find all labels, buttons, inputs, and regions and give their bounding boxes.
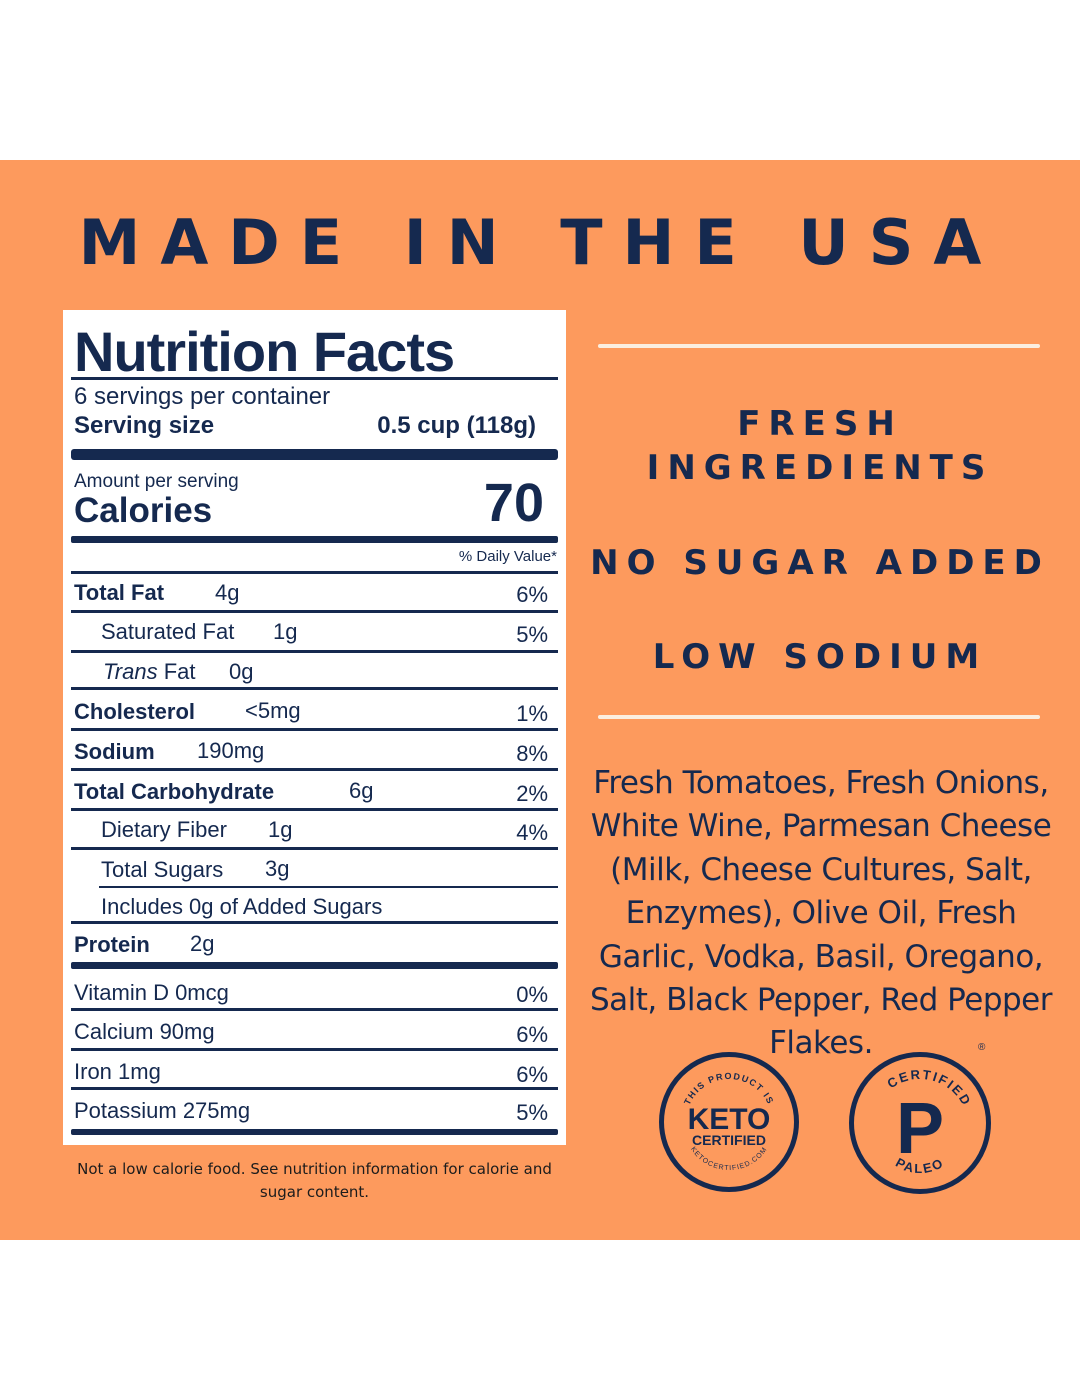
claim-low-sodium: LOW SODIUM bbox=[652, 637, 988, 677]
serving-size-value: 0.5 cup (118g) bbox=[377, 412, 536, 439]
nutrition-title: Nutrition Facts bbox=[74, 320, 455, 383]
row-name: Protein bbox=[74, 932, 150, 957]
row-amount: 1g bbox=[273, 619, 298, 644]
row-name: Total Carbohydrate bbox=[74, 779, 275, 804]
row-dv: 2% bbox=[516, 781, 548, 806]
row-name-rest: Fat bbox=[163, 659, 196, 684]
row-name: Sodium bbox=[74, 739, 155, 764]
medium-divider bbox=[71, 962, 558, 969]
bottom-divider bbox=[71, 1129, 558, 1135]
row-name: Vitamin D 0mcg bbox=[74, 980, 229, 1005]
row-name: Includes 0g of Added Sugars bbox=[101, 894, 383, 919]
row-dv: 1% bbox=[516, 701, 548, 726]
divider bbox=[71, 687, 558, 690]
footnote: Not a low calorie food. See nutrition in… bbox=[77, 1160, 552, 1201]
claim-fresh: FRESH bbox=[737, 404, 903, 444]
keto-bottom-text: KETOCERTIFIED.COM bbox=[689, 1146, 768, 1172]
paleo-letter: P bbox=[896, 1089, 944, 1169]
divider bbox=[71, 1048, 558, 1051]
claim-ingredients: INGREDIENTS bbox=[646, 448, 994, 488]
row-amount: 0g bbox=[229, 659, 254, 684]
divider bbox=[71, 921, 558, 924]
svg-text:PALEO: PALEO bbox=[893, 1155, 947, 1176]
nutrition-facts-label: Nutrition Facts 6 servings per container… bbox=[63, 310, 566, 1145]
medium-divider bbox=[71, 536, 558, 543]
ingredients-list: Fresh Tomatoes, Fresh Onions, White Wine… bbox=[589, 765, 1053, 1062]
paleo-badge-graphic: CERTIFIED P PALEO bbox=[885, 1067, 973, 1176]
divider bbox=[71, 847, 558, 850]
keto-badge-graphic: THIS PRODUCT IS KETO CERTIFIED KETOCERTI… bbox=[682, 1071, 776, 1172]
calories-value: 70 bbox=[483, 473, 544, 533]
registered-mark: ® bbox=[978, 1042, 986, 1053]
keto-main-text: KETO bbox=[688, 1103, 771, 1136]
brush-stroke-top bbox=[598, 344, 1040, 348]
serving-size-label: Serving size bbox=[74, 412, 215, 439]
row-name: Cholesterol bbox=[74, 699, 196, 724]
divider bbox=[71, 610, 558, 613]
divider bbox=[71, 768, 558, 771]
row-dv: 6% bbox=[516, 1062, 548, 1087]
divider bbox=[71, 728, 558, 731]
row-name: Saturated Fat bbox=[101, 619, 235, 644]
row-dv: 8% bbox=[516, 741, 548, 766]
keto-certified-badge: THIS PRODUCT IS KETO CERTIFIED KETOCERTI… bbox=[659, 1052, 799, 1192]
amount-per-serving: Amount per serving bbox=[74, 471, 239, 492]
divider bbox=[71, 650, 558, 653]
svg-text:KETOCERTIFIED.COM: KETOCERTIFIED.COM bbox=[689, 1146, 769, 1172]
divider bbox=[71, 808, 558, 811]
divider bbox=[71, 571, 558, 574]
row-dv: 5% bbox=[516, 622, 548, 647]
row-name: Dietary Fiber bbox=[101, 817, 227, 842]
row-name: Iron 1mg bbox=[74, 1059, 161, 1084]
calories-label: Calories bbox=[74, 491, 213, 530]
keto-top-text: THIS PRODUCT IS bbox=[682, 1071, 774, 1106]
divider bbox=[71, 1087, 558, 1090]
divider bbox=[99, 886, 558, 888]
row-dv: 5% bbox=[516, 1100, 548, 1125]
daily-value-header: % Daily Value* bbox=[458, 548, 557, 565]
paleo-certified-badge: CERTIFIED P PALEO bbox=[849, 1052, 991, 1194]
row-amount: 190mg bbox=[197, 738, 265, 763]
row-name: Total Fat bbox=[74, 580, 165, 605]
row-name: Total Sugars bbox=[101, 857, 224, 882]
svg-text:THIS PRODUCT IS: THIS PRODUCT IS bbox=[682, 1071, 776, 1106]
row-name: Potassium 275mg bbox=[74, 1098, 251, 1123]
row-amount: 3g bbox=[265, 856, 290, 881]
trans-italic: Trans bbox=[103, 659, 158, 684]
row-dv: 4% bbox=[516, 820, 548, 845]
row-amount: 2g bbox=[190, 931, 215, 956]
row-amount: 4g bbox=[215, 580, 240, 605]
divider bbox=[71, 1008, 558, 1011]
row-amount: 6g bbox=[349, 778, 374, 803]
servings-per-container: 6 servings per container bbox=[74, 383, 331, 410]
thick-divider bbox=[71, 449, 558, 460]
row-name: Trans Fat bbox=[103, 659, 196, 685]
brush-stroke-bottom bbox=[598, 715, 1040, 719]
row-dv: 6% bbox=[516, 582, 548, 607]
paleo-bottom-text: PALEO bbox=[893, 1155, 945, 1176]
headline: MADE IN THE USA bbox=[78, 206, 1002, 279]
row-dv: 6% bbox=[516, 1022, 548, 1047]
divider bbox=[71, 377, 558, 380]
row-amount: 1g bbox=[268, 817, 293, 842]
row-dv: 0% bbox=[516, 982, 548, 1007]
keto-sub-text: CERTIFIED bbox=[692, 1132, 766, 1148]
row-name: Calcium 90mg bbox=[74, 1019, 215, 1044]
claim-no-sugar: NO SUGAR ADDED bbox=[590, 543, 1050, 583]
row-amount: <5mg bbox=[245, 698, 301, 723]
